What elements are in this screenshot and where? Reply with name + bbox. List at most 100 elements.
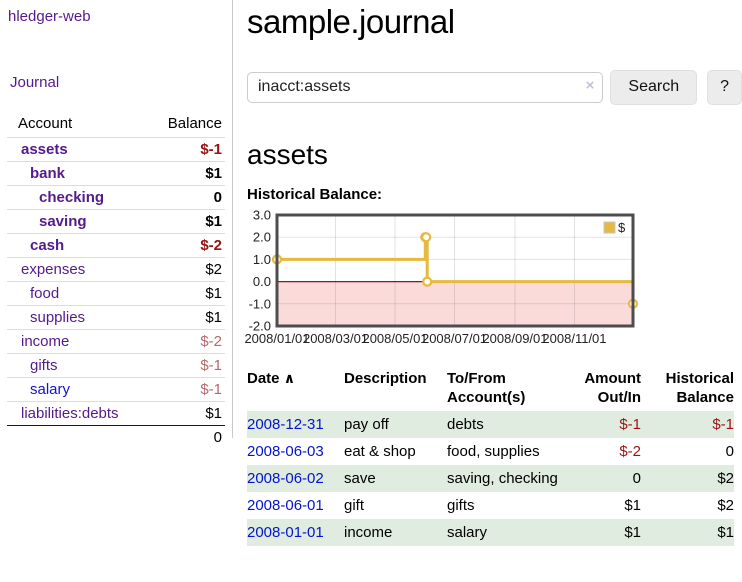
- account-link[interactable]: gifts: [30, 357, 58, 374]
- transaction-accounts: food, supplies: [447, 442, 540, 460]
- chart-title: Historical Balance:: [247, 185, 383, 203]
- transaction-amount: $-1: [619, 415, 641, 433]
- register-row: 2008-06-03 eat & shop food, supplies $-2…: [247, 438, 734, 465]
- y-tick-label: 1.0: [253, 252, 271, 267]
- account-link[interactable]: saving: [39, 213, 87, 230]
- y-tick-label: 3.0: [253, 210, 271, 223]
- historical-balance-chart[interactable]: $3.0 2.0 1.0 0.0 -1.0 -2.0 2008/01/01 2008/03/0…: [244, 210, 742, 352]
- transaction-accounts: salary: [447, 523, 488, 541]
- account-row: cash $-2: [7, 233, 225, 258]
- transaction-amount: $-2: [619, 442, 641, 460]
- x-tick-label: 2008/01/01: [244, 331, 309, 346]
- transaction-date-link[interactable]: 2008-06-01: [247, 496, 324, 514]
- account-balance: 0: [151, 185, 225, 210]
- register-row: 2008-12-31 pay off debts $-1 $-1: [247, 410, 734, 438]
- legend-swatch: [603, 221, 616, 234]
- transaction-accounts: gifts: [447, 496, 475, 514]
- data-point-marker: [421, 232, 432, 243]
- negative-region: [277, 281, 633, 326]
- plot-border: [275, 213, 635, 328]
- transaction-balance: $1: [717, 523, 734, 541]
- account-row: bank $1: [7, 161, 225, 186]
- account-link[interactable]: cash: [30, 237, 65, 254]
- account-balance: $1: [151, 401, 225, 426]
- accounts-table: Account Balance assets $-1 bank $1 check…: [7, 112, 225, 449]
- account-row: food $1: [7, 281, 225, 306]
- x-tick-label: 2008/03/01: [303, 331, 368, 346]
- account-link[interactable]: supplies: [30, 309, 86, 326]
- register-table: Date ∧ Description To/From Account(s) Am…: [247, 367, 734, 546]
- transaction-date-link[interactable]: 2008-01-01: [247, 523, 324, 541]
- account-link[interactable]: expenses: [21, 261, 86, 278]
- transaction-balance: 0: [725, 442, 734, 460]
- transaction-date-link[interactable]: 2008-06-02: [247, 469, 324, 487]
- transaction-balance: $-1: [712, 415, 734, 433]
- help-button[interactable]: ?: [707, 69, 742, 105]
- y-tick-label: -1.0: [249, 296, 271, 311]
- register-header-date[interactable]: Date ∧: [247, 369, 296, 387]
- page-title: sample.journal: [247, 3, 455, 40]
- search-button[interactable]: Search: [610, 69, 698, 105]
- account-link[interactable]: food: [30, 285, 60, 302]
- register-row: 2008-01-01 income salary $1 $1: [247, 518, 734, 546]
- transaction-description: save: [344, 469, 376, 487]
- y-tick-label: 2.0: [253, 230, 271, 245]
- account-link[interactable]: checking: [39, 189, 105, 206]
- account-link[interactable]: liabilities:debts: [21, 405, 119, 422]
- account-row: income $-2: [7, 329, 225, 354]
- transaction-description: income: [344, 523, 393, 541]
- x-tick-label: 2008/09/01: [482, 331, 547, 346]
- account-balance: $1: [151, 281, 225, 306]
- transaction-description: gift: [344, 496, 365, 514]
- transaction-description: pay off: [344, 415, 389, 433]
- accounts-header-balance: Balance: [167, 115, 222, 132]
- transaction-amount: $1: [624, 496, 641, 514]
- account-balance: $-2: [151, 329, 225, 354]
- account-link[interactable]: assets: [21, 141, 68, 158]
- account-row: liabilities:debts $1: [7, 401, 225, 426]
- accounts-header-account: Account: [18, 115, 73, 132]
- clear-search-icon[interactable]: ×: [585, 76, 595, 94]
- chart-svg: $3.0 2.0 1.0 0.0 -1.0 -2.02008/01/012008/03/0…: [244, 210, 639, 346]
- account-row: supplies $1: [7, 305, 225, 330]
- y-tick-label: 0.0: [253, 274, 271, 289]
- register-row: 2008-06-02 save saving, checking 0 $2: [247, 464, 734, 492]
- nav-journal-link[interactable]: Journal: [10, 74, 60, 91]
- account-balance: $-1: [151, 377, 225, 402]
- accounts-total-row: 0: [7, 425, 225, 449]
- sort-ascending-icon: ∧: [283, 369, 296, 386]
- x-tick-label: 2008/07/01: [422, 331, 487, 346]
- account-balance: $-1: [151, 353, 225, 378]
- register-header-description: Description: [344, 369, 427, 387]
- x-tick-label: 2008/05/01: [362, 331, 427, 346]
- account-balance: $-2: [151, 233, 225, 258]
- search-input[interactable]: [247, 71, 604, 103]
- transaction-balance: $2: [717, 469, 734, 487]
- account-balance: $2: [151, 257, 225, 282]
- account-row: gifts $-1: [7, 353, 225, 378]
- account-row: expenses $2: [7, 257, 225, 282]
- transaction-date-link[interactable]: 2008-12-31: [247, 415, 324, 433]
- transaction-date-link[interactable]: 2008-06-03: [247, 442, 324, 460]
- register-header-balance: Historical Balance: [665, 369, 734, 406]
- search-form: × Search ?: [247, 69, 742, 105]
- account-link[interactable]: salary: [30, 381, 71, 398]
- legend-label: $: [618, 220, 626, 235]
- accounts-total-value: 0: [151, 425, 225, 449]
- app-brand-link[interactable]: hledger-web: [8, 8, 91, 25]
- register-header-accounts: To/From Account(s): [447, 369, 526, 406]
- y-tick-label: -2.0: [249, 318, 271, 333]
- account-heading: assets: [247, 138, 328, 170]
- main-content: sample.journal × Search ? assets Histori…: [244, 0, 742, 546]
- sidebar: hledger-web Journal Account Balance asse…: [0, 0, 233, 449]
- account-link[interactable]: bank: [30, 165, 66, 182]
- account-row: assets $-1: [7, 137, 225, 162]
- account-link[interactable]: income: [21, 333, 70, 350]
- transaction-accounts: saving, checking: [447, 469, 558, 487]
- account-row: salary $-1: [7, 377, 225, 402]
- account-row: checking 0: [7, 185, 225, 210]
- account-balance: $1: [151, 161, 225, 186]
- register-row: 2008-06-01 gift gifts $1 $2: [247, 492, 734, 519]
- account-row: saving $1: [7, 209, 225, 234]
- transaction-description: eat & shop: [344, 442, 416, 460]
